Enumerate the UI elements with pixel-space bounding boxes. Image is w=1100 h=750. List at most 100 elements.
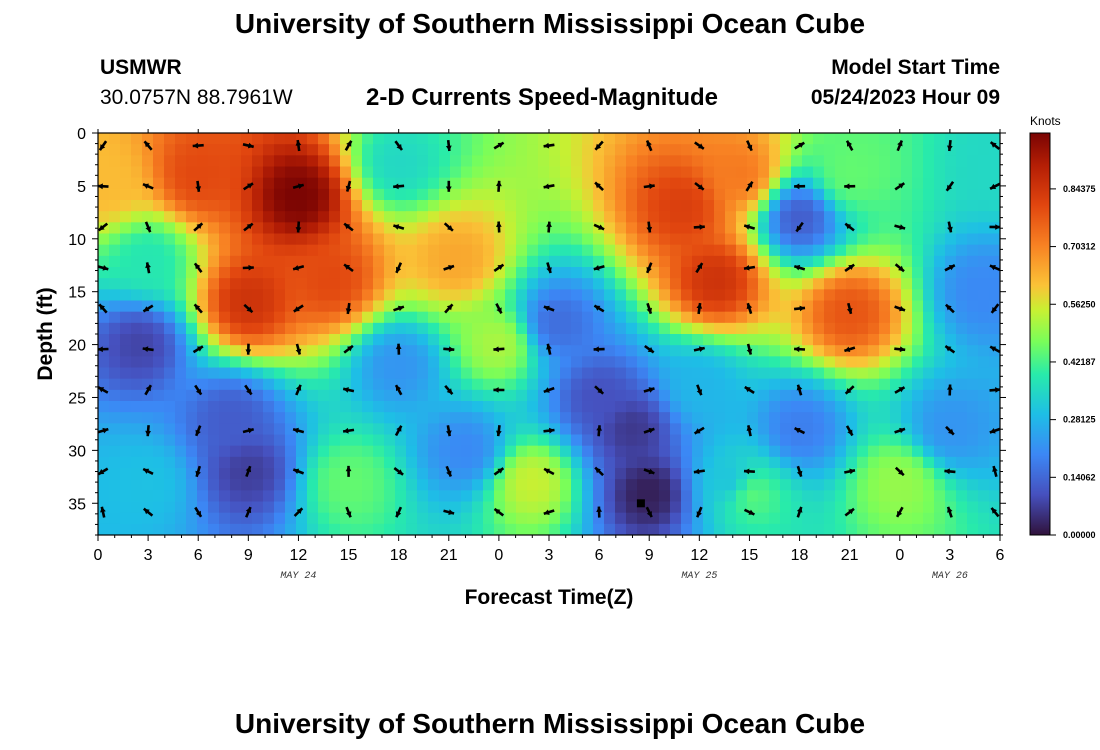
heatmap-cell	[428, 501, 440, 514]
heatmap-cell	[890, 468, 902, 480]
heatmap-cell	[868, 345, 880, 357]
heatmap-cell	[450, 278, 462, 290]
heatmap-cell	[780, 512, 792, 525]
heatmap-cell	[791, 501, 803, 514]
current-arrow	[194, 384, 203, 396]
heatmap-cell	[890, 289, 902, 302]
heatmap-cell	[659, 490, 671, 503]
heatmap-cell	[219, 423, 231, 436]
heatmap-cell	[956, 456, 968, 469]
current-arrow-head	[145, 430, 151, 437]
current-arrow-head	[646, 266, 652, 273]
heatmap-cell	[527, 479, 539, 491]
heatmap-cell	[164, 233, 176, 246]
heatmap-cell	[164, 267, 176, 279]
heatmap-cell	[340, 479, 352, 491]
heatmap-cell	[208, 401, 220, 413]
heatmap-cell	[582, 244, 594, 257]
heatmap-cell	[406, 468, 418, 480]
heatmap-cell	[824, 501, 836, 514]
heatmap-cell	[582, 278, 594, 290]
current-arrow	[743, 265, 756, 271]
heatmap-cell	[978, 155, 990, 168]
heatmap-cell	[472, 367, 484, 380]
heatmap-cell	[175, 445, 187, 458]
heatmap-cell	[109, 334, 121, 346]
heatmap-cell	[725, 144, 737, 156]
heatmap-cell	[472, 133, 484, 145]
heatmap-cell	[714, 233, 726, 246]
heatmap-cell	[494, 300, 506, 313]
current-arrow	[793, 264, 806, 271]
colorbar-tick-label: 0.70312	[1063, 242, 1096, 252]
heatmap-cell	[263, 434, 275, 447]
heatmap-cell	[439, 367, 451, 380]
heatmap-cell	[725, 188, 737, 201]
heatmap-cell	[450, 423, 462, 436]
heatmap-cell	[120, 289, 132, 302]
heatmap-cell	[615, 278, 627, 290]
chart-title: University of Southern Mississippi Ocean…	[234, 8, 866, 39]
heatmap-cell	[208, 177, 220, 190]
heatmap-cell	[758, 412, 770, 424]
heatmap-cell	[406, 255, 418, 268]
heatmap-cell	[571, 479, 583, 491]
current-arrow-head	[195, 388, 202, 395]
heatmap-cell	[417, 155, 429, 168]
current-arrow-head	[694, 428, 701, 434]
heatmap-cell	[758, 133, 770, 145]
heatmap-cell	[538, 523, 550, 535]
heatmap-cell	[274, 144, 286, 156]
current-arrow-head	[247, 427, 254, 434]
current-arrow	[443, 264, 455, 271]
station-name: USMWR	[100, 56, 182, 79]
heatmap-cell	[428, 133, 440, 145]
heatmap-cell	[615, 378, 627, 391]
heatmap-cell	[263, 300, 275, 313]
heatmap-cell	[120, 456, 132, 469]
heatmap-cell	[637, 267, 649, 279]
heatmap-cell	[703, 211, 715, 223]
heatmap-cell	[615, 267, 627, 279]
heatmap-cell	[791, 456, 803, 469]
heatmap-cell	[648, 322, 660, 335]
heatmap-cell	[989, 490, 1000, 503]
heatmap-cell	[406, 523, 418, 535]
heatmap-cell	[813, 523, 825, 535]
heatmap-cell	[285, 211, 297, 223]
heatmap-cell	[857, 255, 869, 268]
heatmap-cell	[967, 133, 979, 145]
heatmap-cell	[626, 211, 638, 223]
heatmap-cell	[956, 311, 968, 324]
heatmap-cell	[340, 490, 352, 503]
heatmap-cell	[912, 479, 924, 491]
current-arrow	[195, 180, 202, 192]
heatmap-cell	[725, 512, 737, 525]
heatmap-cell	[208, 211, 220, 223]
heatmap-cell	[615, 445, 627, 458]
current-arrow-head	[346, 140, 352, 147]
current-arrow	[795, 221, 804, 233]
heatmap-cell	[538, 166, 550, 179]
heatmap-cell	[967, 512, 979, 525]
current-arrow	[295, 384, 302, 396]
heatmap-cell	[835, 412, 847, 424]
heatmap-cell	[197, 501, 209, 514]
heatmap-cell	[241, 523, 253, 535]
heatmap-cell	[593, 278, 605, 290]
heatmap-cell	[923, 423, 935, 436]
heatmap-cell	[879, 311, 891, 324]
heatmap-cell	[670, 144, 682, 156]
heatmap-cell	[725, 523, 737, 535]
heatmap-cell	[439, 200, 451, 212]
heatmap-cell	[615, 300, 627, 313]
heatmap-cell	[494, 367, 506, 380]
heatmap-cell	[208, 144, 220, 156]
heatmap-cell	[483, 512, 495, 525]
x-tick-label: 21	[841, 547, 859, 564]
heatmap-cell	[120, 401, 132, 413]
heatmap-cell	[516, 233, 528, 246]
current-arrow	[594, 385, 605, 395]
heatmap-cell	[406, 155, 418, 168]
heatmap-cell	[714, 311, 726, 324]
